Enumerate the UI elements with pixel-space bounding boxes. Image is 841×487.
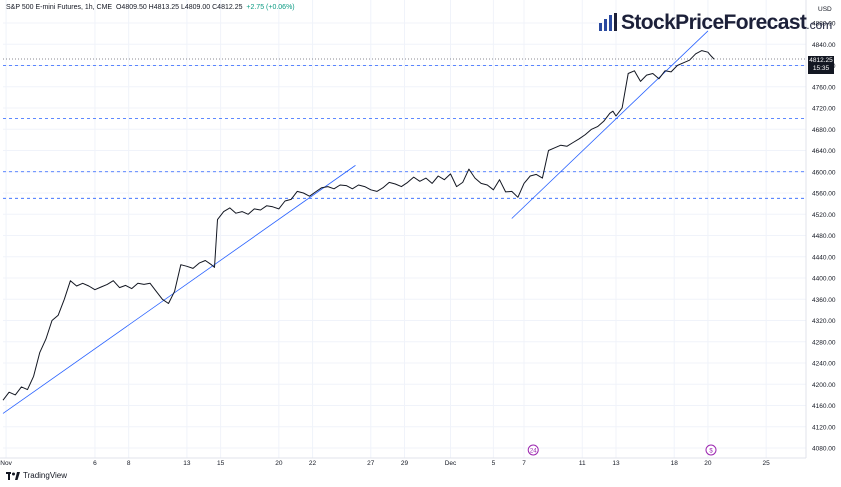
stock-bars-icon — [599, 13, 617, 31]
last-price-label: 4812.25 — [809, 57, 833, 64]
y-tick-label: 4200.00 — [812, 382, 836, 389]
horizontal-levels — [3, 65, 806, 199]
x-tick-label: 6 — [93, 460, 97, 467]
y-tick-label: 4680.00 — [812, 127, 836, 134]
x-tick-label: 22 — [309, 460, 317, 467]
x-tick-label: 20 — [704, 460, 712, 467]
tradingview-footer[interactable]: TradingView — [6, 471, 67, 480]
price-series — [2, 50, 806, 401]
logo-domain: .com — [806, 18, 833, 32]
x-tick-label: 13 — [612, 460, 620, 467]
x-tick-label: 5 — [492, 460, 496, 467]
x-tick-label: 11 — [579, 460, 586, 467]
y-tick-label: 4120.00 — [812, 424, 836, 431]
x-tick-label: Nov — [0, 460, 12, 467]
x-tick-label: 15 — [217, 460, 225, 467]
y-axis: 4080.00 4120.00 4160.00 4200.00 4240.00 4280.… — [812, 21, 836, 453]
y-tick-label: 4720.00 — [812, 106, 836, 113]
y-tick-label: 4520.00 — [812, 212, 836, 219]
x-tick-label: 27 — [367, 460, 375, 467]
logo-name: StockPriceForecast — [621, 11, 807, 34]
y-tick-label: 4080.00 — [812, 446, 836, 453]
y-tick-label: 4880.00 — [812, 21, 836, 28]
y-tick-label: 4320.00 — [812, 318, 836, 325]
event-markers: 24 $ — [527, 444, 717, 456]
y-tick-label: 4840.00 — [812, 42, 836, 49]
x-tick-label: 25 — [763, 460, 771, 467]
x-tick-label: 8 — [127, 460, 131, 467]
axis-frame — [0, 0, 807, 459]
tradingview-logo-icon — [6, 472, 20, 480]
x-tick-label: 20 — [275, 460, 283, 467]
price-change: +2.75 (+0.06%) — [246, 4, 295, 11]
event-marker-label: $ — [709, 449, 713, 455]
symbol-title: S&P 500 E-mini Futures, 1h, CME — [6, 4, 113, 11]
x-tick-label: 29 — [401, 460, 409, 467]
y-tick-label: 4760.00 — [812, 84, 836, 91]
symbol-header: S&P 500 E-mini Futures, 1h, CME O4809.50… — [6, 4, 295, 11]
event-marker-label: 24 — [530, 449, 537, 455]
trendline — [511, 30, 709, 219]
trendline — [2, 165, 356, 414]
x-tick-label: 7 — [522, 460, 526, 467]
price-line — [2, 50, 715, 401]
y-tick-label: 4160.00 — [812, 403, 836, 410]
event-marker — [705, 444, 717, 456]
countdown-label: 15:35 — [812, 65, 830, 72]
tradingview-label: TradingView — [23, 471, 68, 480]
ohlc-values: O4809.50 H4813.25 L4809.00 C4812.25 — [115, 4, 243, 11]
y-tick-label: 4400.00 — [812, 276, 836, 283]
y-tick-label: 4360.00 — [812, 297, 836, 304]
y-tick-label: 4640.00 — [812, 148, 836, 155]
x-axis: Nov 6 8 13 15 20 22 27 29 Dec 5 7 11 13 18 20 25 — [0, 460, 770, 467]
x-tick-label: 13 — [183, 460, 191, 467]
currency-label: USD — [818, 6, 832, 13]
y-tick-label: 4440.00 — [812, 254, 836, 261]
y-tick-label: 4280.00 — [812, 339, 836, 346]
brand-logo: StockPriceForecast.com — [598, 11, 832, 35]
x-tick-label: 18 — [671, 460, 679, 467]
y-tick-label: 4600.00 — [812, 169, 836, 176]
chart-grid — [3, 0, 806, 458]
x-tick-label: Dec — [445, 460, 457, 467]
last-price-tag: 4812.25 15:35 — [808, 56, 834, 74]
y-tick-label: 4480.00 — [812, 233, 836, 240]
trendlines — [2, 30, 709, 414]
event-marker — [527, 444, 539, 456]
y-tick-label: 4240.00 — [812, 361, 836, 368]
y-tick-label: 4560.00 — [812, 191, 836, 198]
